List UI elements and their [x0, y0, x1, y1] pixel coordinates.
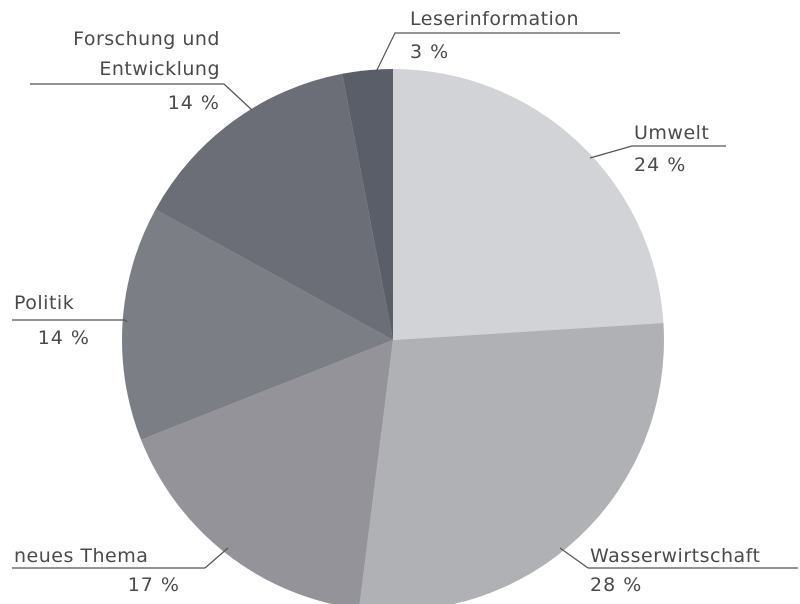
pie-slice — [393, 69, 664, 340]
slice-label: Politik — [14, 292, 75, 314]
leader-line — [375, 32, 408, 73]
leader-line — [124, 319, 128, 323]
pie-slice — [155, 73, 393, 340]
slice-label: Wasserwirtschaft — [590, 545, 761, 567]
slice-value-label: 28 % — [590, 574, 643, 596]
leader-line — [204, 547, 229, 569]
slice-value-label: 17 % — [127, 574, 180, 596]
slice-label: Leserinformation — [410, 8, 579, 30]
leader-line — [559, 547, 589, 569]
leader-line — [589, 145, 633, 159]
slice-label: Umwelt — [634, 122, 710, 144]
slice-label: Forschung und Entwicklung — [73, 28, 220, 80]
slice-value-label: 3 % — [410, 41, 450, 63]
leader-line — [223, 83, 253, 111]
slice-value-label: 14 % — [167, 92, 220, 114]
slice-value-label: 14 % — [37, 327, 90, 349]
slice-label: neues Thema — [14, 545, 149, 567]
pie-slice — [359, 322, 664, 604]
pie-slice — [342, 69, 393, 340]
pie-slice — [122, 209, 394, 440]
pie-slice — [141, 340, 393, 604]
slice-value-label: 24 % — [634, 154, 687, 176]
